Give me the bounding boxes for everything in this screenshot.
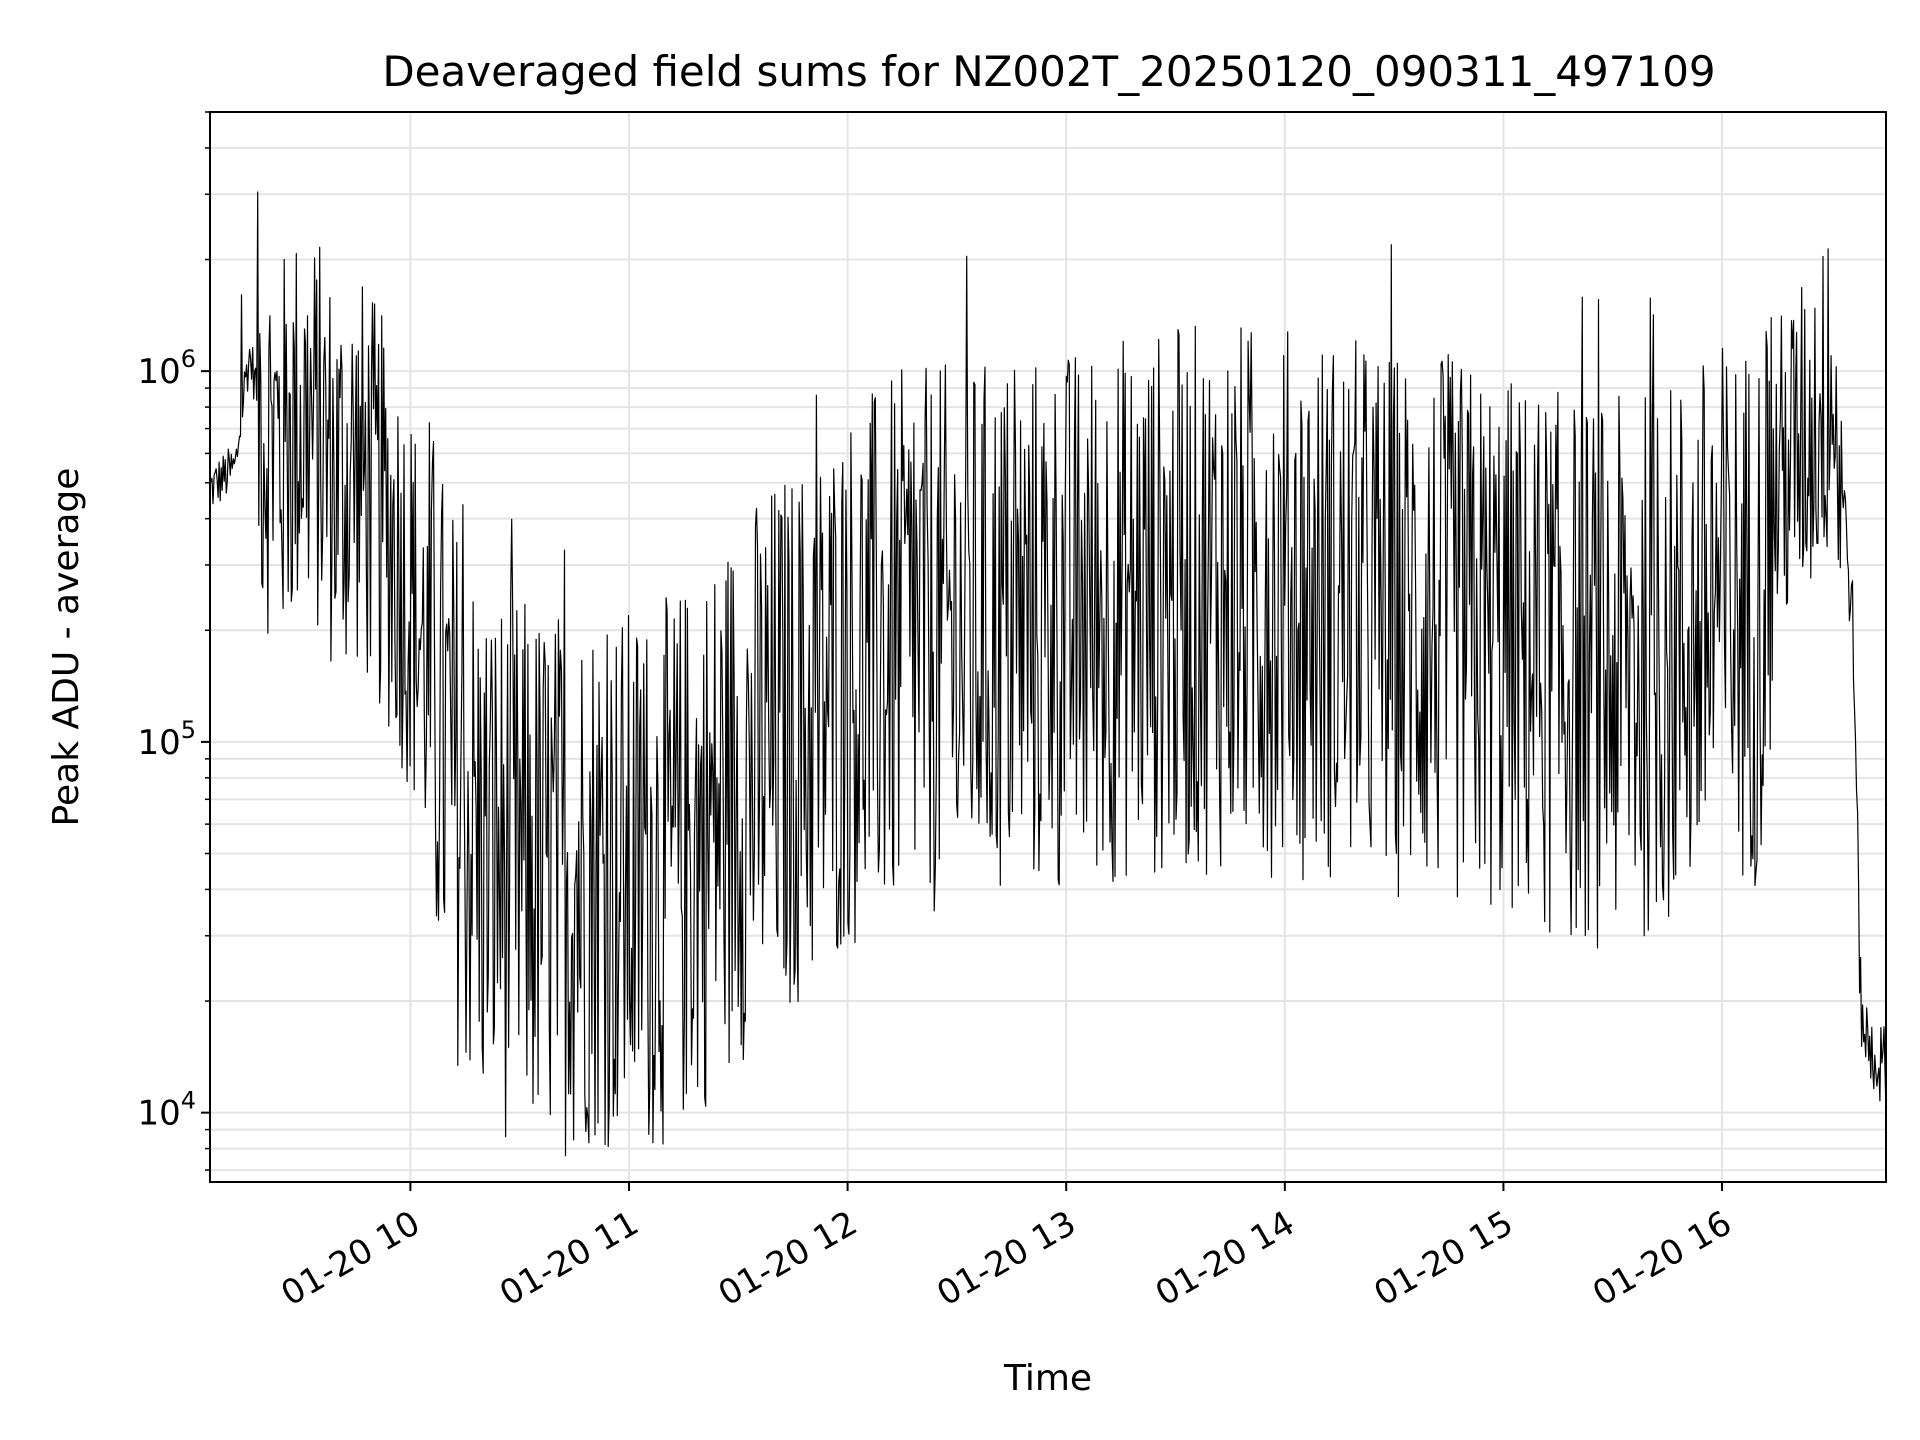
- axis-ticks: [201, 111, 1724, 1191]
- x-axis-label: Time: [1003, 1358, 1092, 1399]
- series-line: [209, 191, 1887, 1157]
- plot-frame: [209, 111, 1887, 1183]
- y-tick-label: 104: [137, 1087, 196, 1134]
- y-axis-label: Peak ADU - average: [46, 468, 87, 827]
- y-tick-label: 105: [137, 716, 196, 763]
- chart-title: Deaveraged field sums for NZ002T_2025012…: [382, 47, 1715, 96]
- y-tick-label: 106: [137, 345, 196, 392]
- y-tick-labels: 104 105 106: [137, 345, 196, 1133]
- data-layer: [209, 191, 1887, 1157]
